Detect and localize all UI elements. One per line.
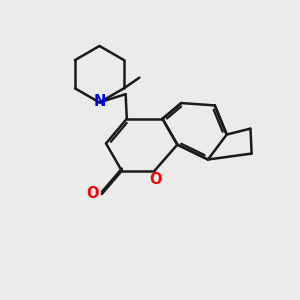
Text: O: O <box>149 172 161 187</box>
Text: N: N <box>93 94 106 110</box>
Text: O: O <box>87 186 99 201</box>
